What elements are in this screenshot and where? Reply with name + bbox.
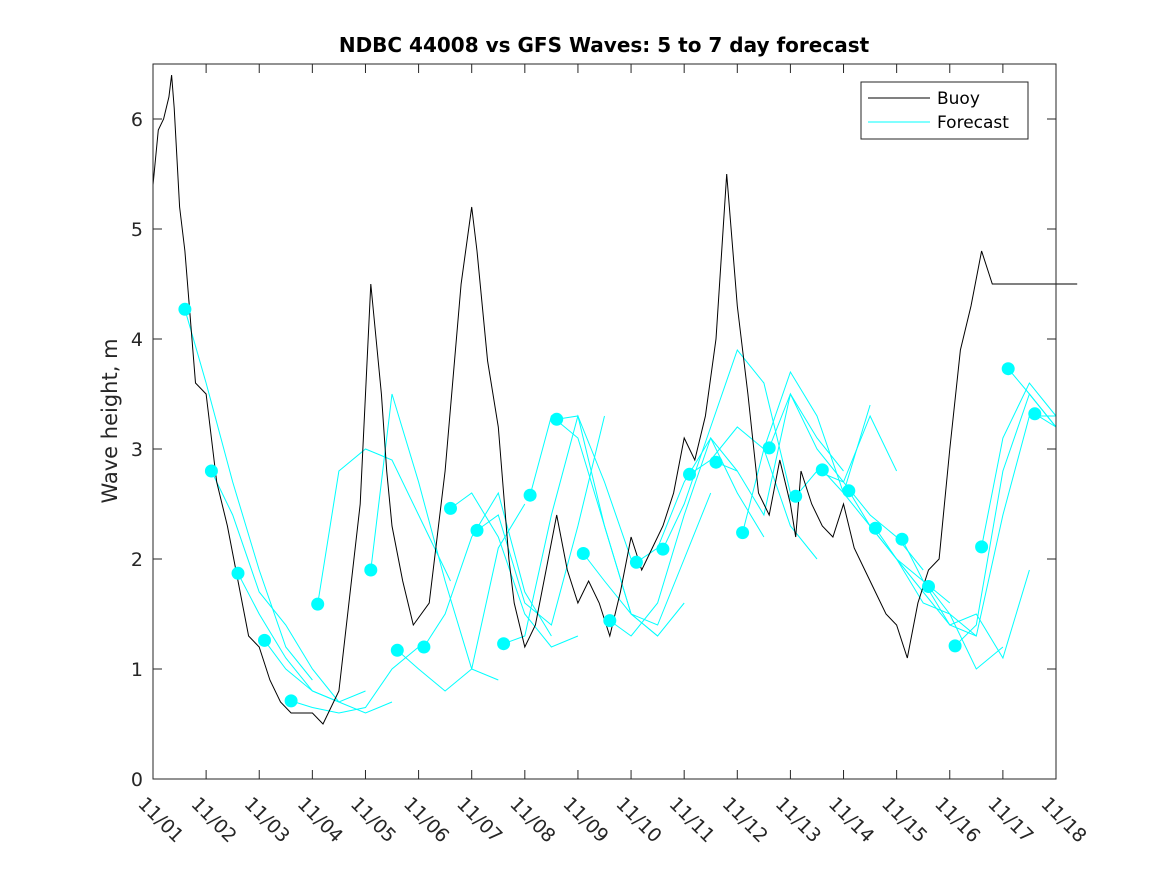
- forecast-marker: [975, 540, 989, 554]
- y-tick-label: 0: [131, 769, 143, 791]
- forecast-marker: [948, 639, 962, 653]
- forecast-line: [556, 415, 685, 637]
- plot-frame: [152, 63, 1057, 780]
- forecast-marker: [311, 597, 325, 611]
- forecast-marker: [497, 637, 511, 651]
- x-tick-label: 11/15: [877, 793, 931, 847]
- forecast-line: [184, 309, 313, 681]
- forecast-line: [503, 414, 632, 645]
- forecast-marker: [523, 488, 537, 502]
- x-tick-label: 11/10: [612, 793, 666, 847]
- forecast-line: [742, 370, 871, 533]
- forecast-marker: [364, 563, 378, 577]
- x-tick-label: 11/16: [930, 793, 984, 847]
- buoy-line: [152, 74, 1078, 725]
- x-tick-label: 11/12: [718, 793, 772, 847]
- chart-title: NDBC 44008 vs GFS Waves: 5 to 7 day fore…: [339, 33, 870, 57]
- x-tick-label: 11/11: [665, 793, 719, 847]
- x-tick-label: 11/14: [824, 793, 878, 847]
- y-tick-label: 4: [131, 329, 143, 351]
- forecast-line: [396, 503, 526, 692]
- forecast-marker: [417, 640, 431, 654]
- x-tick-label: 11/02: [187, 793, 241, 847]
- y-tick-label: 3: [131, 439, 143, 461]
- plot-background: [153, 64, 1056, 779]
- y-tick-label: 6: [131, 109, 143, 131]
- forecast-marker: [603, 614, 617, 628]
- forecast-line: [981, 382, 1057, 547]
- forecast-marker: [204, 464, 218, 478]
- forecast-marker: [231, 566, 245, 580]
- forecast-line: [636, 436, 765, 563]
- y-axis: 0 1 2 3 4 5 6: [131, 109, 1056, 791]
- forecast-line: [264, 640, 393, 714]
- forecast-marker: [922, 580, 935, 593]
- forecast-line: [290, 646, 419, 714]
- forecast-line: [317, 448, 451, 605]
- forecast-marker: [762, 441, 776, 455]
- forecast-marker: [258, 633, 271, 647]
- x-tick-label: 11/01: [133, 793, 187, 847]
- forecast-line: [715, 392, 844, 517]
- legend: Buoy Forecast: [860, 81, 1029, 140]
- legend-forecast-label: Forecast: [937, 113, 1009, 133]
- forecast-marker: [656, 542, 670, 556]
- forecast-line: [450, 492, 579, 648]
- forecast-marker: [1001, 362, 1015, 376]
- x-tick-label: 11/17: [983, 793, 1037, 847]
- forecast-lines: [184, 309, 1057, 714]
- forecast-line: [901, 538, 1030, 660]
- forecast-line: [848, 490, 977, 637]
- forecast-marker: [629, 555, 643, 569]
- forecast-marker: [709, 455, 723, 469]
- forecast-marker: [284, 694, 298, 708]
- forecast-marker: [576, 547, 590, 560]
- forecast-line: [237, 573, 366, 703]
- x-tick-label: 11/06: [399, 793, 453, 847]
- forecast-marker: [683, 467, 696, 481]
- x-tick-label: 11/04: [293, 793, 347, 847]
- forecast-marker: [444, 501, 457, 515]
- y-tick-label: 5: [131, 219, 143, 241]
- forecast-marker: [1028, 407, 1042, 421]
- x-tick-label: 11/07: [452, 793, 506, 847]
- forecast-line: [609, 436, 738, 637]
- y-tick-label: 1: [131, 659, 143, 681]
- forecast-marker: [842, 484, 856, 498]
- x-tick-label: 11/05: [346, 793, 400, 847]
- buoy-line-group: [152, 74, 1078, 725]
- forecast-marker: [470, 523, 484, 537]
- forecast-line: [1007, 368, 1057, 428]
- forecast-line: [768, 392, 898, 483]
- forecast-marker: [736, 526, 750, 540]
- forecast-markers: [178, 302, 1042, 708]
- forecast-line: [210, 470, 340, 703]
- x-tick-label: 11/08: [505, 793, 559, 847]
- forecast-marker: [895, 532, 909, 546]
- forecast-marker: [390, 643, 404, 657]
- forecast-marker: [789, 489, 803, 503]
- x-tick-label: 11/09: [558, 793, 612, 847]
- legend-buoy-label: Buoy: [937, 89, 980, 109]
- forecast-line: [476, 415, 605, 626]
- x-tick-label: 11/03: [240, 793, 294, 847]
- forecast-marker: [815, 463, 829, 477]
- x-tick-label: 11/13: [771, 793, 825, 847]
- legend-box: [860, 81, 1029, 140]
- forecast-marker: [178, 302, 192, 316]
- plot-area: [152, 63, 1078, 780]
- forecast-marker: [550, 412, 564, 426]
- y-tick-label: 2: [131, 549, 143, 571]
- forecast-line: [370, 393, 499, 681]
- forecast-line: [662, 348, 791, 550]
- forecast-marker: [868, 521, 882, 535]
- forecast-line: [874, 527, 1004, 670]
- y-axis-label: Wave height, m: [98, 338, 122, 503]
- x-tick-label: 11/18: [1036, 793, 1090, 847]
